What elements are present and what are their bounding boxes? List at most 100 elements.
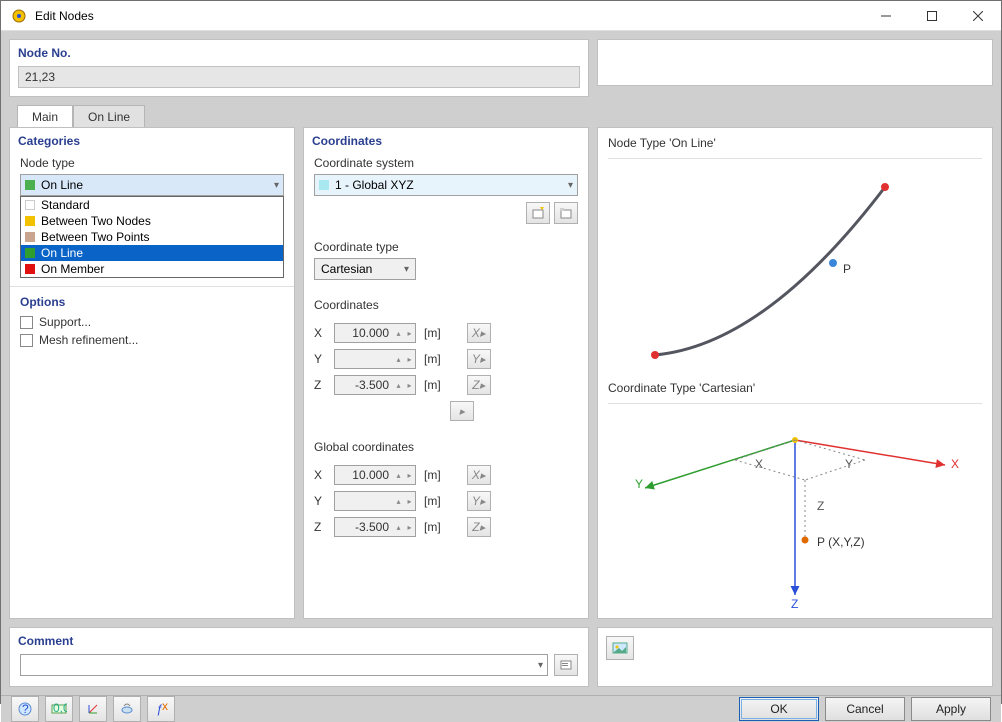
- checkbox-icon: [20, 316, 33, 329]
- node-type-dropdown[interactable]: Standard Between Two Nodes Between Two P…: [20, 196, 284, 278]
- gcoord-y-input[interactable]: ▴▸: [334, 491, 416, 511]
- comment-pick-button[interactable]: [554, 654, 578, 676]
- titlebar: Edit Nodes: [1, 1, 1001, 31]
- svg-text:?: ?: [22, 702, 29, 716]
- chevron-down-icon: ▾: [568, 180, 573, 191]
- node-no-input[interactable]: 21,23: [18, 66, 580, 88]
- coord-system-combo[interactable]: 1 - Global XYZ ▾: [314, 174, 578, 196]
- coord-system-label: Coordinate system: [314, 156, 578, 170]
- comment-panel: Comment ▾: [9, 627, 589, 687]
- tabs: Main On Line: [9, 103, 993, 127]
- preview-coordtype-svg: X Y Z X Y: [608, 410, 982, 610]
- pick-z-button[interactable]: Z▸: [467, 375, 491, 395]
- window-title: Edit Nodes: [35, 9, 94, 23]
- dd-item-standard[interactable]: Standard: [21, 197, 283, 213]
- chevron-down-icon: ▾: [274, 180, 279, 191]
- checkbox-icon: [20, 334, 33, 347]
- units-button[interactable]: 0,00: [45, 696, 73, 722]
- svg-text:Z: Z: [791, 597, 798, 610]
- dd-item-between-two-points[interactable]: Between Two Points: [21, 229, 283, 245]
- comment-title: Comment: [10, 628, 588, 650]
- svg-text:Y: Y: [635, 477, 643, 491]
- coord-x-input[interactable]: 10.000▴▸: [334, 323, 416, 343]
- svg-text:P (X,Y,Z): P (X,Y,Z): [817, 535, 865, 549]
- render-button[interactable]: [113, 696, 141, 722]
- info-image-button[interactable]: [606, 636, 634, 660]
- help-button[interactable]: ?: [11, 696, 39, 722]
- local-coords-grid: X 10.000▴▸ [m] X▸ Y ▴▸ [m] Y▸ Z: [304, 316, 588, 424]
- node-type-selected: On Line: [41, 178, 83, 192]
- local-coords-label: Coordinates: [314, 298, 578, 312]
- node-type-swatch: [25, 180, 35, 190]
- close-button[interactable]: [955, 1, 1001, 31]
- gpick-x-button[interactable]: X▸: [467, 465, 491, 485]
- gcoord-row-x: X 10.000▴▸ [m] X▸: [314, 462, 578, 488]
- check-mesh-refinement[interactable]: Mesh refinement...: [10, 331, 294, 349]
- new-cs-button[interactable]: [526, 202, 550, 224]
- preview-coordtype-title: Coordinate Type 'Cartesian': [608, 381, 982, 395]
- gpick-z-button[interactable]: Z▸: [467, 517, 491, 537]
- preview-panel: Node Type 'On Line' P Coordinate Type 'C…: [597, 127, 993, 619]
- svg-text:X: X: [755, 457, 763, 471]
- dialog-window: Edit Nodes Node No. 21,23 Main On Line C…: [0, 0, 1002, 704]
- tab-on-line[interactable]: On Line: [73, 105, 145, 128]
- coord-y-input[interactable]: ▴▸: [334, 349, 416, 369]
- coord-type-combo[interactable]: Cartesian ▾: [314, 258, 416, 280]
- dialog-content: Node No. 21,23 Main On Line Categories N…: [1, 31, 1001, 695]
- pick-x-button[interactable]: X▸: [467, 323, 491, 343]
- node-no-label: Node No.: [10, 40, 588, 62]
- svg-text:X: X: [951, 457, 959, 471]
- options-title: Options: [10, 286, 294, 313]
- svg-text:Y: Y: [845, 457, 853, 471]
- gcoord-x-input[interactable]: 10.000▴▸: [334, 465, 416, 485]
- preview-nodetype-svg: P: [608, 165, 982, 375]
- edit-cs-button[interactable]: [554, 202, 578, 224]
- gcoord-z-input[interactable]: -3.500▴▸: [334, 517, 416, 537]
- maximize-button[interactable]: [909, 1, 955, 31]
- categories-title: Categories: [10, 128, 294, 150]
- gcoord-row-z: Z -3.500▴▸ [m] Z▸: [314, 514, 578, 540]
- gcoord-row-y: Y ▴▸ [m] Y▸: [314, 488, 578, 514]
- coord-system-value: 1 - Global XYZ: [335, 178, 414, 192]
- node-no-value: 21,23: [25, 70, 55, 84]
- dialog-footer: ? 0,00 ƒx OK Cancel Apply: [1, 695, 1001, 722]
- coordinates-panel: Coordinates Coordinate system 1 - Global…: [303, 127, 589, 619]
- node-type-combo[interactable]: On Line ▾ Standard Between Two Nodes Bet…: [20, 174, 284, 196]
- tab-main[interactable]: Main: [17, 105, 73, 128]
- global-coords-grid: X 10.000▴▸ [m] X▸ Y ▴▸ [m] Y▸ Z: [304, 458, 588, 540]
- coord-row-extra: ▸: [314, 398, 578, 424]
- dd-item-between-two-nodes[interactable]: Between Two Nodes: [21, 213, 283, 229]
- chevron-down-icon: ▾: [404, 264, 409, 275]
- preview-top-blank: [597, 39, 993, 86]
- gpick-y-button[interactable]: Y▸: [467, 491, 491, 511]
- coord-row-y: Y ▴▸ [m] Y▸: [314, 346, 578, 372]
- svg-text:P: P: [843, 262, 851, 276]
- comment-combo[interactable]: ▾: [20, 654, 548, 676]
- ok-button[interactable]: OK: [739, 697, 819, 721]
- coord-system-swatch: [319, 180, 329, 190]
- coord-type-value: Cartesian: [321, 262, 372, 276]
- dd-item-on-line[interactable]: On Line: [21, 245, 283, 261]
- svg-text:Z: Z: [817, 499, 824, 513]
- coord-row-x: X 10.000▴▸ [m] X▸: [314, 320, 578, 346]
- axes-button[interactable]: [79, 696, 107, 722]
- coord-row-z: Z -3.500▴▸ [m] Z▸: [314, 372, 578, 398]
- apply-button[interactable]: Apply: [911, 697, 991, 721]
- node-no-panel: Node No. 21,23: [9, 39, 589, 97]
- minimize-button[interactable]: [863, 1, 909, 31]
- coord-type-label: Coordinate type: [314, 240, 578, 254]
- pick-y-button[interactable]: Y▸: [467, 349, 491, 369]
- global-coords-label: Global coordinates: [314, 440, 578, 454]
- coord-z-input[interactable]: -3.500▴▸: [334, 375, 416, 395]
- function-button[interactable]: ƒx: [147, 696, 175, 722]
- node-type-label: Node type: [20, 156, 284, 170]
- app-icon: [9, 6, 29, 26]
- chevron-down-icon: ▾: [538, 660, 543, 671]
- preview-nodetype-title: Node Type 'On Line': [608, 136, 982, 150]
- dd-item-on-member[interactable]: On Member: [21, 261, 283, 277]
- categories-panel: Categories Node type On Line ▾ Standard …: [9, 127, 295, 619]
- pick-extra-button[interactable]: ▸: [450, 401, 474, 421]
- cancel-button[interactable]: Cancel: [825, 697, 905, 721]
- check-support[interactable]: Support...: [10, 313, 294, 331]
- coordinates-title: Coordinates: [304, 128, 588, 150]
